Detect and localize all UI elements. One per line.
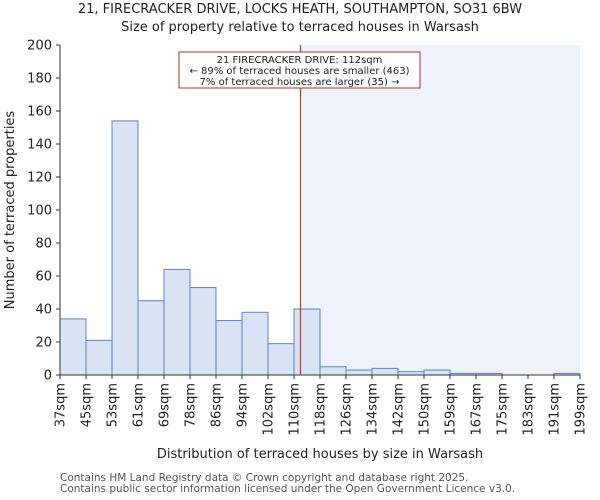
y-tick-label-200: 200 (27, 39, 52, 54)
x-tick-label-142sqm: 142sqm (392, 383, 407, 436)
chart-title: 21, FIRECRACKER DRIVE, LOCKS HEATH, SOUT… (78, 2, 522, 17)
bar-110sqm (293, 308, 321, 376)
x-tick-label-126sqm: 126sqm (340, 383, 355, 436)
x-tick-label-45sqm: 45sqm (80, 383, 95, 427)
bar-134sqm (371, 367, 399, 376)
bar-126sqm (345, 369, 373, 376)
y-tick-label-0: 0 (44, 369, 52, 384)
footer-line-2: Contains public sector information licen… (60, 483, 516, 495)
x-tick-label-175sqm: 175sqm (496, 383, 511, 436)
x-tick-label-78sqm: 78sqm (184, 383, 199, 427)
x-tick-label-61sqm: 61sqm (132, 383, 147, 427)
y-tick-label-140: 140 (27, 138, 52, 153)
x-axis-label: Distribution of terraced houses by size … (157, 447, 483, 462)
x-tick-label-150sqm: 150sqm (418, 383, 433, 436)
x-tick-label-167sqm: 167sqm (470, 383, 485, 436)
x-tick-label-94sqm: 94sqm (236, 383, 251, 427)
annotation-line-1: 21 FIRECRACKER DRIVE: 112sqm (217, 55, 383, 66)
bar-118sqm (319, 366, 347, 376)
x-tick-label-159sqm: 159sqm (444, 383, 459, 436)
y-tick-label-20: 20 (35, 336, 52, 351)
y-tick-label-60: 60 (35, 270, 52, 285)
bar-45sqm (85, 339, 113, 376)
x-tick-label-53sqm: 53sqm (106, 383, 121, 427)
y-tick-label-40: 40 (35, 303, 52, 318)
highlight-region (300, 45, 580, 375)
annotation-line-2: ← 89% of terraced houses are smaller (46… (189, 66, 409, 77)
bar-102sqm (267, 343, 295, 376)
x-tick-label-37sqm: 37sqm (54, 383, 69, 427)
annotation-box (178, 51, 421, 89)
bar-150sqm (423, 369, 451, 376)
bar-37sqm (59, 318, 87, 376)
x-tick-label-199sqm: 199sqm (574, 383, 589, 436)
y-tick-label-100: 100 (27, 204, 52, 219)
bar-94sqm (241, 311, 269, 376)
y-tick-label-80: 80 (35, 237, 52, 252)
y-tick-label-160: 160 (27, 105, 52, 120)
bar-53sqm (111, 120, 139, 376)
x-tick-label-191sqm: 191sqm (548, 383, 563, 436)
x-tick-label-69sqm: 69sqm (158, 383, 173, 427)
plot-area: 0 20 40 60 80 100 120 140 160 180 200 37sqm 45sqm 53s… (27, 39, 588, 436)
annotation-line-3: 7% of terraced houses are larger (35) → (200, 77, 400, 88)
x-tick-label-183sqm: 183sqm (522, 383, 537, 436)
x-tick-label-118sqm: 118sqm (314, 383, 329, 436)
y-axis-label: Number of terraced properties (3, 111, 18, 310)
x-tick-label-86sqm: 86sqm (210, 383, 225, 427)
bar-69sqm (163, 268, 191, 376)
chart-subtitle: Size of property relative to terraced ho… (121, 20, 479, 35)
bar-78sqm (189, 287, 217, 376)
x-tick-label-110sqm: 110sqm (288, 383, 303, 436)
y-tick-label-180: 180 (27, 72, 52, 87)
y-tick-label-120: 120 (27, 171, 52, 186)
bar-86sqm (215, 320, 243, 376)
footer-line-1: Contains HM Land Registry data © Crown c… (60, 472, 469, 484)
x-tick-label-102sqm: 102sqm (262, 383, 277, 436)
x-tick-label-134sqm: 134sqm (366, 383, 381, 436)
bar-61sqm (137, 300, 165, 376)
